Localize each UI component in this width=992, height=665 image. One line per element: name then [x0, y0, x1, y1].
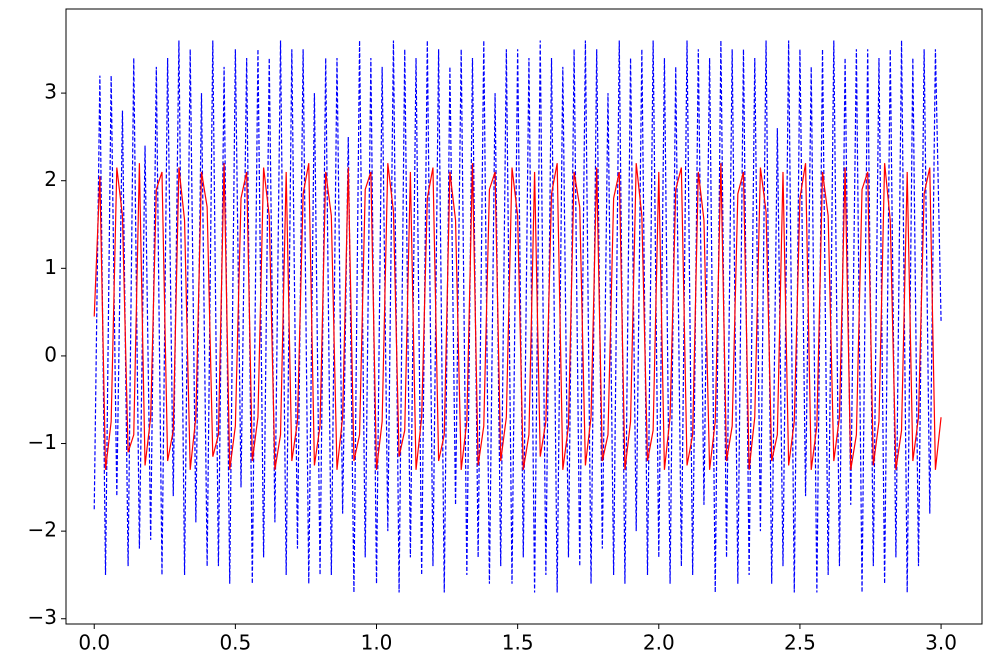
plot-frame	[65, 8, 983, 625]
y-tick-label: −1	[28, 430, 57, 454]
x-tick-label: 0.0	[78, 631, 110, 655]
x-tick-label: 3.0	[925, 631, 957, 655]
data-line	[93, 163, 942, 470]
x-tick-label: 2.0	[643, 631, 675, 655]
x-tick-label: 1.0	[361, 631, 393, 655]
y-tick-label: 1	[44, 255, 57, 279]
x-tick-label: 1.5	[502, 631, 534, 655]
data-line	[93, 40, 942, 593]
y-tick-label: −3	[28, 605, 57, 629]
y-tick-label: 2	[44, 167, 57, 191]
y-tick-label: 3	[44, 80, 57, 104]
y-tick-label: −2	[28, 518, 57, 542]
x-tick-label: 2.5	[784, 631, 816, 655]
x-tick-label: 0.5	[219, 631, 251, 655]
y-tick-label: 0	[44, 342, 57, 366]
